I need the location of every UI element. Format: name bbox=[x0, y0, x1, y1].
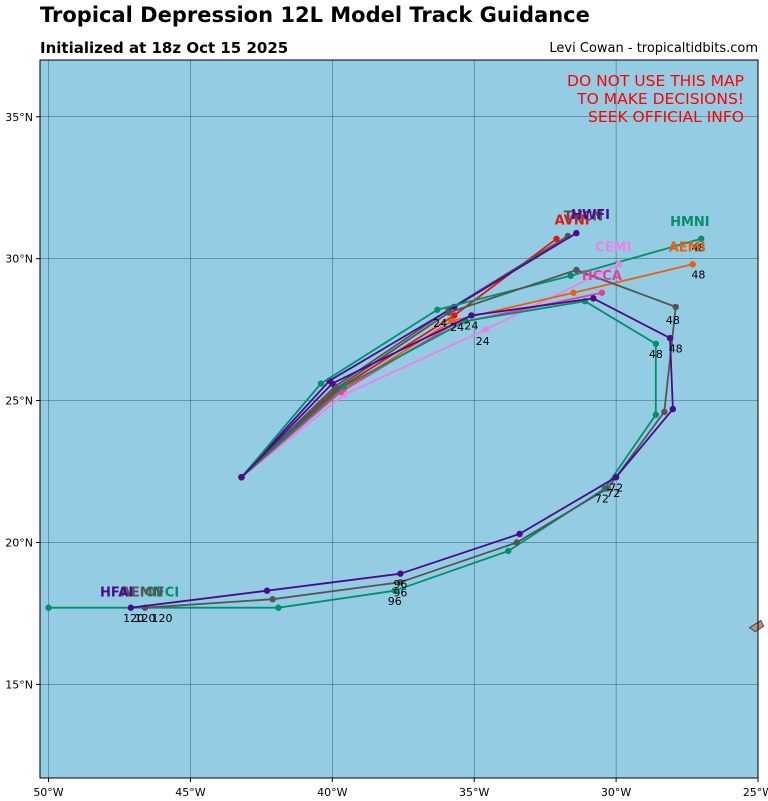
track-point-hmni bbox=[567, 272, 574, 279]
axis-tick-layer: 50°W 45°W 40°W 35°W 30°W 25°W 15°N 20°N 25°N 30°N… bbox=[5, 111, 768, 799]
track-point-hfai bbox=[329, 380, 336, 387]
track-point-hfai bbox=[263, 587, 271, 594]
hour-label-aemn: 120 bbox=[135, 612, 156, 625]
track-point-aemn bbox=[269, 596, 276, 603]
track-point-hfai bbox=[397, 570, 404, 577]
model-label-tvcn: TVCN bbox=[564, 209, 603, 224]
track-point-ofci bbox=[652, 411, 660, 418]
track-point-hfai bbox=[516, 530, 523, 538]
hour-label-ofci: 48 bbox=[649, 348, 663, 361]
model-label-aemi: AEMI bbox=[669, 241, 706, 256]
lon-tick-label: 30°W bbox=[601, 786, 631, 799]
model-label-hcca: HCCA bbox=[582, 269, 622, 284]
track-point-aemn bbox=[672, 303, 679, 311]
hour-label-hfai: 72 bbox=[609, 481, 623, 494]
track-point-aemi bbox=[689, 261, 696, 268]
track-point-ofci bbox=[391, 587, 398, 594]
track-point-hfai bbox=[590, 295, 597, 302]
land-island bbox=[748, 619, 765, 633]
hour-label-aemn: 96 bbox=[393, 586, 407, 599]
map-frame bbox=[39, 59, 759, 779]
track-line-tvcn bbox=[240, 235, 569, 478]
track-point-aemi bbox=[570, 289, 577, 296]
track-point-ofci bbox=[505, 547, 512, 555]
lon-tick-label: 25°W bbox=[743, 786, 768, 799]
warning-box: DO NOT USE THIS MAP TO MAKE DECISIONS! S… bbox=[567, 72, 744, 126]
track-point-aemn bbox=[604, 485, 611, 492]
lat-tick-label: 25°N bbox=[5, 395, 33, 408]
model-label-aemn: AEMN bbox=[121, 585, 164, 600]
track-point-hcca bbox=[598, 289, 606, 296]
model-label-hmni: HMNI bbox=[670, 215, 710, 230]
hour-label-hmni: 48 bbox=[691, 242, 705, 255]
track-point-aemn bbox=[331, 386, 339, 393]
warning-line-1: DO NOT USE THIS MAP bbox=[567, 72, 744, 90]
warning-line-2: TO MAKE DECISIONS! bbox=[576, 90, 744, 108]
credit-text: Levi Cowan - tropicaltidbits.com bbox=[549, 41, 758, 56]
track-point-hfai bbox=[238, 473, 245, 481]
track-point-hfai bbox=[127, 604, 135, 611]
hour-label-ofci: 72 bbox=[595, 493, 609, 506]
init-time-subtitle: Initialized at 18z Oct 15 2025 bbox=[40, 39, 289, 57]
track-point-hmni bbox=[698, 235, 705, 242]
model-label-hwfi: HWFI bbox=[571, 208, 610, 223]
track-point-hmni bbox=[317, 380, 325, 387]
track-point-ofci bbox=[652, 340, 660, 347]
track-layer bbox=[45, 229, 705, 611]
hour-label-aemn: 48 bbox=[666, 314, 680, 327]
hour-label-hfai: 120 bbox=[123, 612, 144, 625]
hour-label-aemn: 24 bbox=[433, 317, 447, 330]
track-point-aemn bbox=[661, 408, 668, 416]
track-point-aemn bbox=[573, 266, 580, 274]
hour-label-hfai: 24 bbox=[464, 320, 478, 333]
track-point-hwfi bbox=[573, 229, 580, 237]
track-point-avni bbox=[451, 312, 458, 319]
ocean-background bbox=[40, 60, 758, 778]
hour-label-aemi: 48 bbox=[691, 269, 705, 282]
track-point-ofci bbox=[45, 604, 52, 611]
track-point-aemn bbox=[397, 578, 404, 586]
model-label-cemi: CEMI bbox=[595, 241, 631, 256]
hour-label-ofci: 24 bbox=[450, 321, 464, 334]
lat-tick-label: 30°N bbox=[5, 253, 33, 266]
hour-label-cemi: 24 bbox=[476, 335, 490, 348]
lon-tick-label: 40°W bbox=[317, 786, 347, 799]
track-point-cemi bbox=[615, 261, 623, 268]
track-point-ofci bbox=[275, 604, 282, 611]
hour-label-layer: 48 24 48 24 48 72 96 120 24 48 72 96 120 24 48 72 96 120 bbox=[123, 242, 705, 625]
track-hfai bbox=[127, 295, 677, 611]
track-point-hfai bbox=[669, 405, 677, 413]
track-point-hfai bbox=[468, 312, 475, 319]
lon-tick-label: 35°W bbox=[459, 786, 489, 799]
lon-tick-label: 45°W bbox=[175, 786, 205, 799]
lat-tick-label: 20°N bbox=[5, 536, 33, 549]
track-point-avni bbox=[553, 235, 560, 242]
track-point-aemn bbox=[513, 539, 520, 546]
track-point-hmni bbox=[434, 306, 441, 313]
hour-label-ofci: 96 bbox=[388, 595, 402, 608]
page-title: Tropical Depression 12L Model Track Guid… bbox=[40, 3, 590, 27]
hour-label-ofci: 120 bbox=[152, 612, 173, 625]
hour-label-hfai: 96 bbox=[393, 578, 407, 591]
track-point-cemi bbox=[482, 326, 489, 333]
track-point-hfai bbox=[666, 334, 674, 342]
lat-tick-label: 35°N bbox=[5, 111, 33, 124]
land-layer bbox=[748, 619, 765, 633]
model-label-ofci: OFCI bbox=[145, 585, 179, 600]
model-label-avni: AVNI bbox=[555, 214, 590, 229]
model-label-hfai: HFAI bbox=[100, 585, 133, 600]
warning-line-3: SEEK OFFICIAL INFO bbox=[588, 108, 744, 126]
track-line-hwfi bbox=[240, 232, 577, 478]
track-point-hfai bbox=[612, 473, 620, 481]
lat-tick-label: 15°N bbox=[5, 678, 33, 691]
lon-tick-label: 50°W bbox=[33, 786, 63, 799]
track-point-aemn bbox=[445, 309, 452, 316]
hour-label-hfai: 48 bbox=[669, 342, 683, 355]
hour-label-aemn: 72 bbox=[606, 487, 620, 500]
